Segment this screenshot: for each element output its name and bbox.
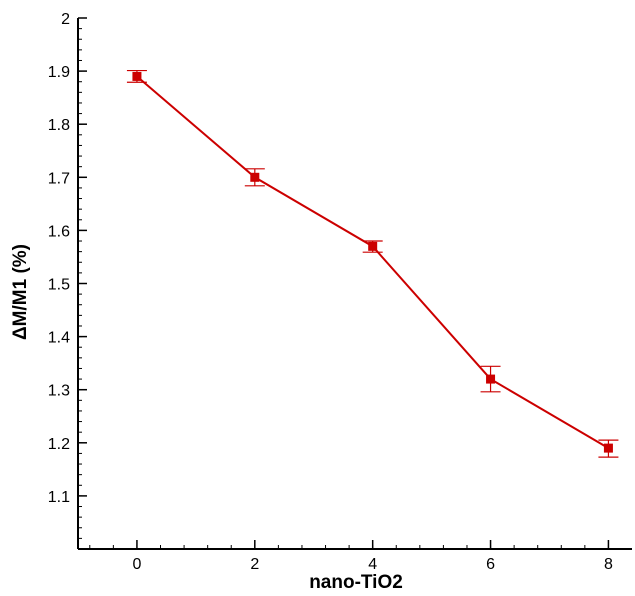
y-tick-label: 1.4	[48, 330, 70, 347]
y-tick-label: 2	[61, 11, 70, 28]
y-tick-label: 1.1	[48, 489, 70, 506]
y-tick-label: 1.5	[48, 277, 70, 294]
y-tick-label: 1.6	[48, 223, 70, 240]
x-tick-label: 0	[132, 556, 141, 573]
data-point	[486, 374, 496, 384]
y-tick-label: 1.2	[48, 436, 70, 453]
data-point	[250, 172, 260, 182]
data-point	[368, 241, 378, 251]
data-series	[126, 69, 619, 458]
ticks: 1.1 1.2 1.3 1.4 1.5 1.6 1.7 1.8 1.9 2 0 2 4 6 8	[48, 11, 613, 573]
y-tick-label: 1.3	[48, 383, 70, 400]
y-axis-title: ΔM/M1 (%)	[10, 244, 31, 340]
data-point	[132, 71, 142, 81]
x-axis-title: nano-TiO2	[309, 572, 403, 593]
y-tick-label: 1.8	[48, 117, 70, 134]
x-tick-label: 4	[368, 556, 377, 573]
x-tick-label: 6	[486, 556, 495, 573]
y-tick-label: 1.9	[48, 64, 70, 81]
x-tick-label: 8	[604, 556, 613, 573]
series-line	[136, 75, 609, 449]
data-point	[603, 443, 613, 453]
x-tick-label: 2	[250, 556, 259, 573]
y-tick-label: 1.7	[48, 170, 70, 187]
